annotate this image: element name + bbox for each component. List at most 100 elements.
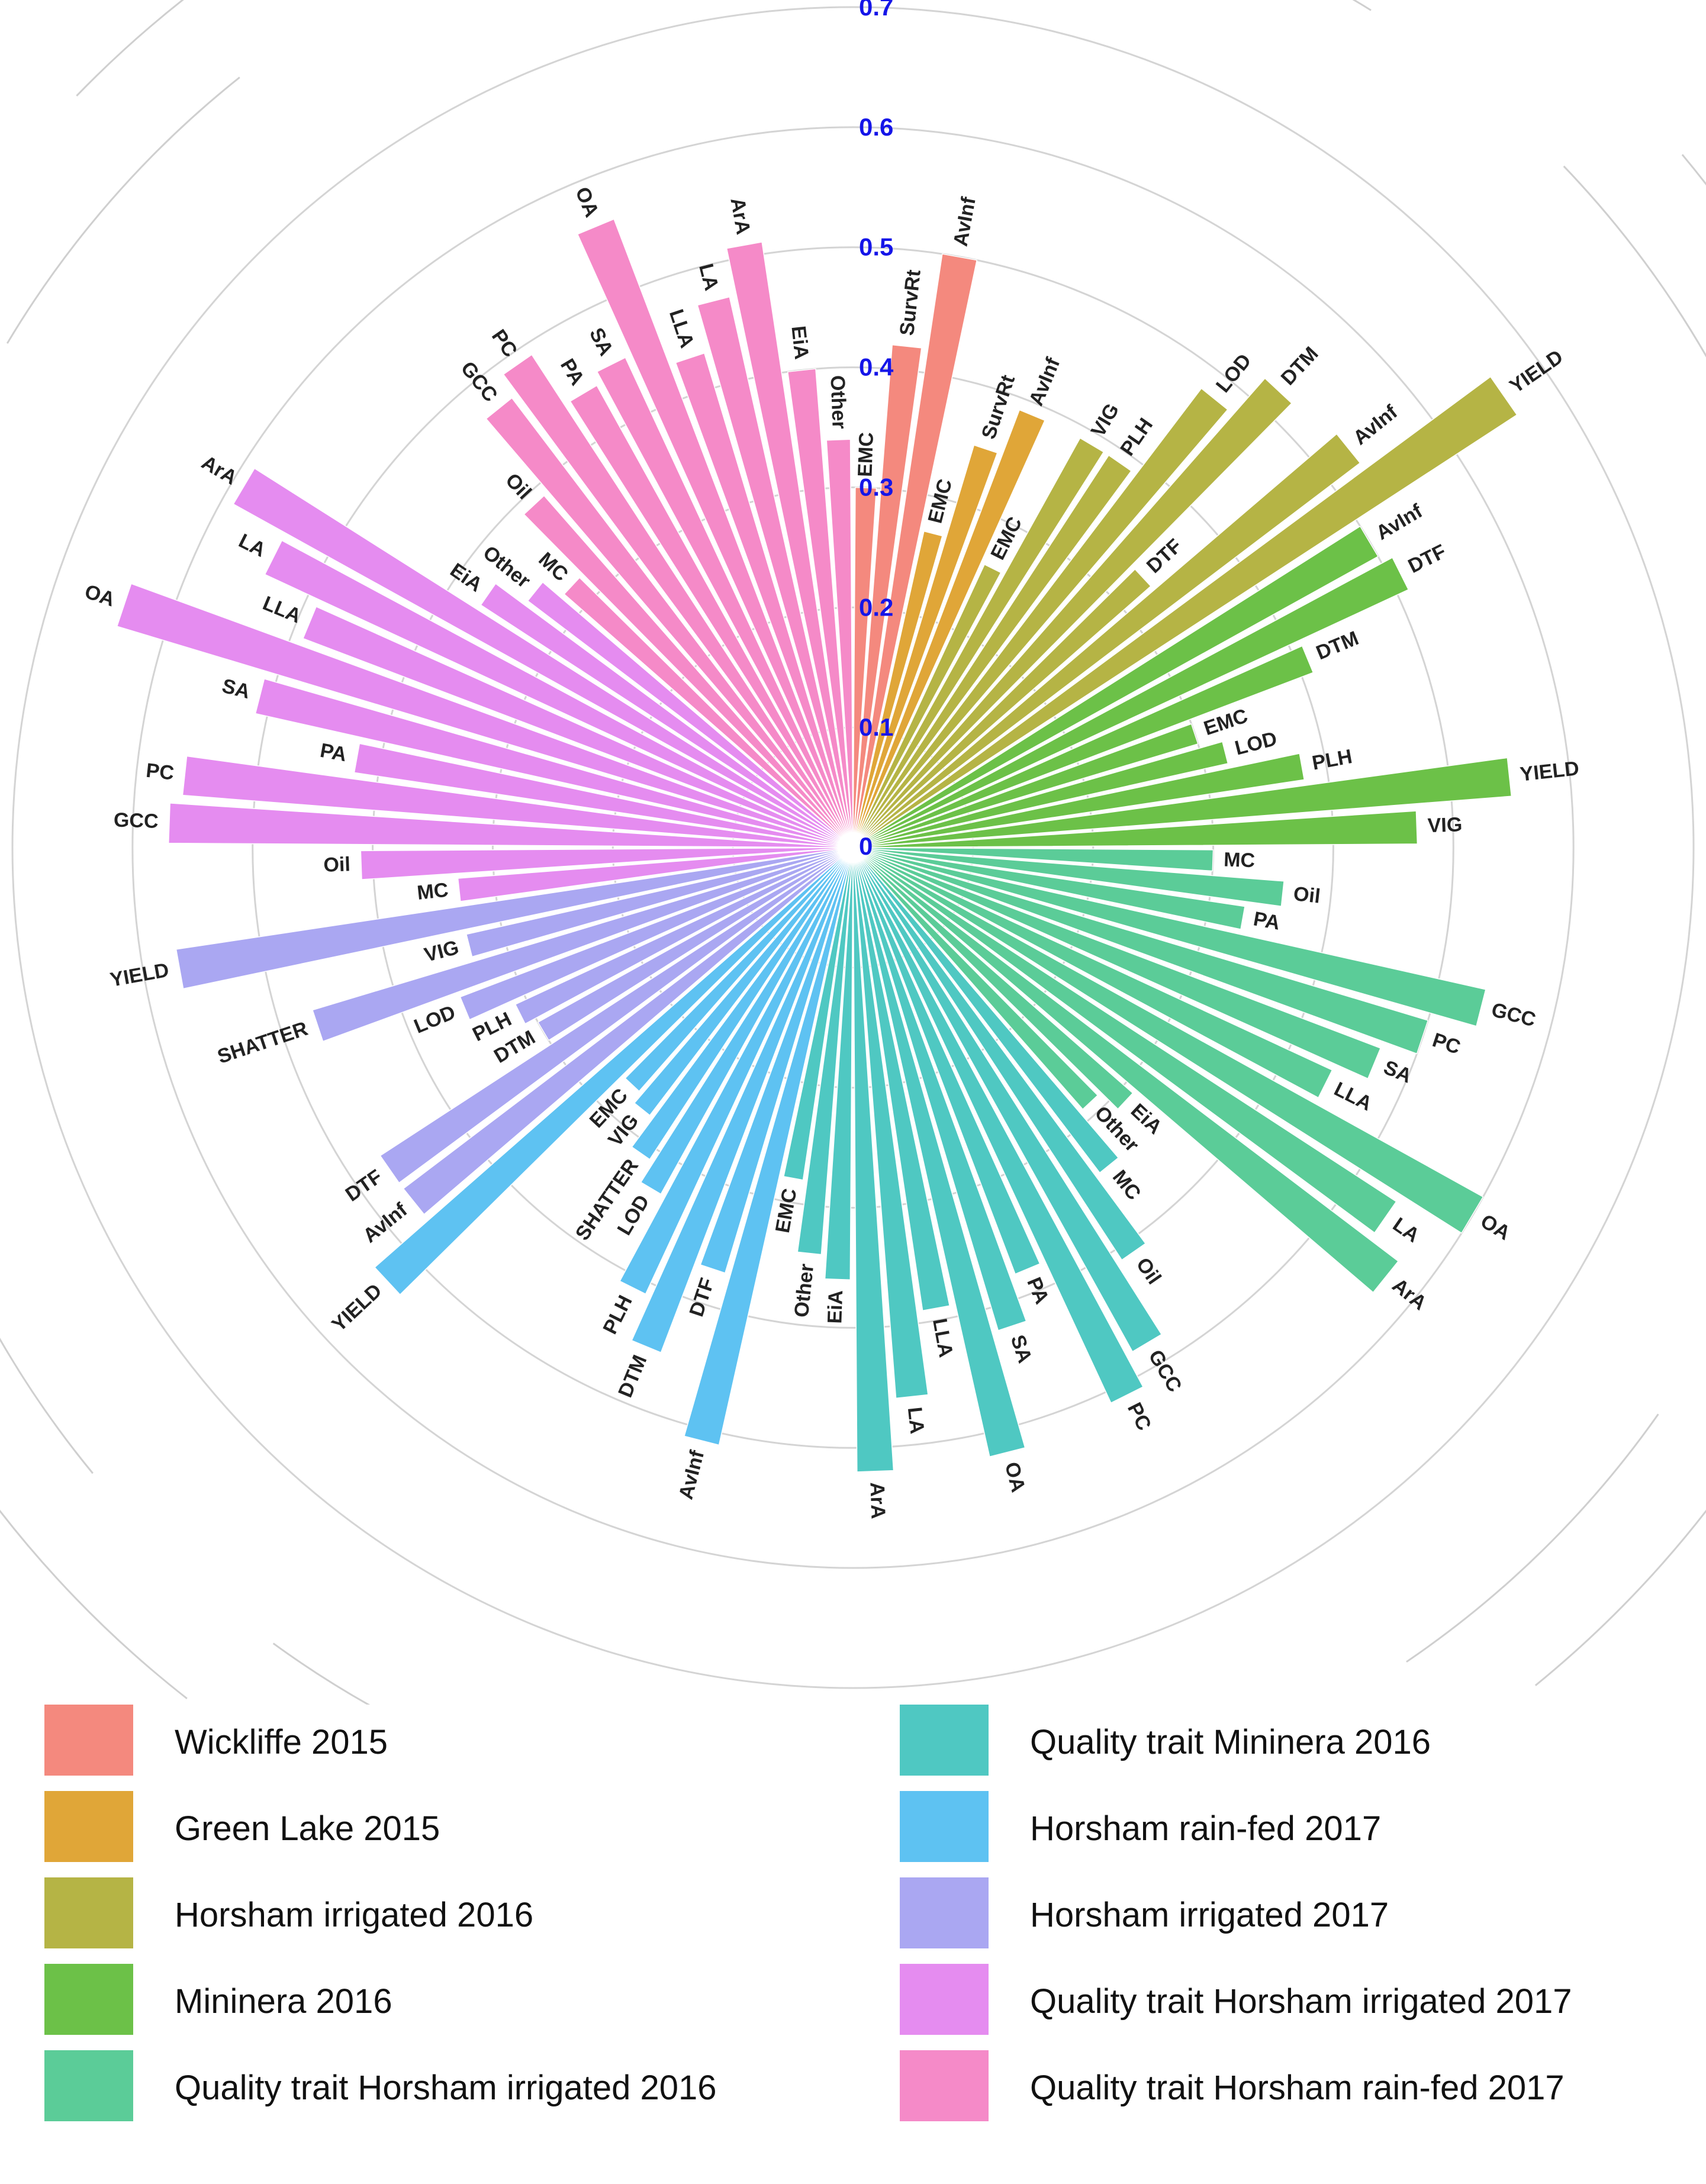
radial-tick-label: 0.6 (859, 113, 893, 141)
bar (852, 847, 1399, 1293)
bar (403, 847, 854, 1215)
gridline-circle (11, 6, 1695, 1689)
bar (852, 753, 1305, 848)
bar (852, 344, 922, 848)
bar-label: YIELD (108, 959, 170, 991)
bar (852, 437, 1105, 848)
bar (852, 563, 1002, 848)
bar-label: VIG (1427, 813, 1463, 837)
bar (852, 847, 1027, 1331)
bar-label: PA (556, 355, 588, 389)
bar-label: OA (82, 580, 117, 611)
bar (852, 847, 1134, 1110)
bar (783, 847, 854, 1181)
legend-swatch (44, 2050, 133, 2121)
bar-label: SurvRt (896, 269, 925, 337)
bar (852, 847, 929, 1399)
bar (852, 847, 1026, 1458)
bar-label: LLA (1331, 1078, 1376, 1116)
bar-label: OA (1477, 1210, 1514, 1245)
legend-label: Quality trait Horsham rain-fed 2017 (1030, 2069, 1565, 2107)
bar-label: SA (220, 675, 252, 704)
bar (625, 847, 854, 1092)
bar (852, 409, 1046, 848)
bar (852, 847, 1041, 1275)
radial-tick-label: 0.3 (859, 473, 893, 501)
bar-label: GCC (1489, 998, 1538, 1032)
bars (116, 218, 1518, 1473)
gridline-circle (491, 486, 1215, 1209)
legend-swatch (900, 1705, 989, 1776)
bar (182, 755, 854, 848)
radial-tick-label: 0.4 (859, 353, 894, 381)
legend-label: Horsham rain-fed 2017 (1030, 1809, 1382, 1848)
legend-label: Horsham irrigated 2017 (1030, 1896, 1389, 1934)
bar-label: Other (479, 542, 535, 592)
bar-label: PC (487, 326, 522, 361)
bar-label: LLA (928, 1317, 957, 1360)
bar-label: ArA (865, 1481, 889, 1519)
bar (852, 847, 951, 1312)
legend-swatch (900, 1877, 989, 1948)
bar-label: AvInf (1372, 500, 1427, 545)
bar-label: AvInf (1349, 401, 1402, 450)
bar (255, 678, 854, 848)
legend-swatch (44, 1964, 133, 2035)
bar-label: OA (1000, 1460, 1029, 1494)
bar (633, 847, 854, 1116)
legend-swatch (900, 1791, 989, 1862)
bar-label: VIG (1087, 400, 1124, 441)
legend-swatch (44, 1791, 133, 1862)
legend-swatch (900, 2050, 989, 2121)
bar (852, 847, 1147, 1261)
legend-label: Quality trait Horsham irrigated 2017 (1030, 1982, 1572, 2021)
bar (353, 743, 854, 848)
bar (233, 468, 854, 848)
bar (523, 495, 854, 848)
bar (852, 847, 1486, 1027)
bar (374, 847, 854, 1296)
bar (852, 847, 1429, 1055)
bar (852, 847, 1163, 1352)
bar-label: PLH (1311, 745, 1354, 774)
bar-label: ArA (198, 451, 241, 489)
bar-label: LA (1389, 1213, 1424, 1247)
bar (797, 847, 854, 1255)
bar (852, 723, 1199, 848)
bar (360, 847, 854, 880)
bar-label: GCC (1144, 1346, 1186, 1396)
bar-label: MC (1108, 1166, 1145, 1204)
legend: Wickliffe 2015 Green Lake 2015 Horsham i… (0, 1705, 1706, 2166)
bar-label: AvInf (359, 1199, 412, 1248)
bar (852, 645, 1314, 848)
bar (852, 487, 877, 848)
bar (852, 847, 1245, 930)
bar (852, 847, 1099, 1110)
bar (852, 568, 1152, 848)
gridline-circle (611, 606, 1095, 1089)
bar (640, 847, 854, 1195)
bar (631, 847, 854, 1160)
bar (311, 847, 854, 1042)
bar (485, 397, 854, 848)
bar-label: ArA (726, 196, 754, 236)
bar (852, 378, 1293, 848)
gridline-circle (131, 126, 1575, 1569)
bar (852, 376, 1518, 848)
legend-label: Green Lake 2015 (175, 1809, 440, 1848)
bar-label: EiA (823, 1290, 847, 1324)
bar (826, 439, 854, 848)
legend-label: Wickliffe 2015 (175, 1723, 388, 1761)
bar-label: LA (235, 530, 269, 562)
bar (852, 810, 1418, 848)
radial-axis-ticks: 0 0.1 0.2 0.3 0.4 0.5 0.6 0.7 (859, 0, 894, 860)
bar-label: AvInf (675, 1448, 709, 1502)
bar (631, 847, 854, 1354)
bar (527, 581, 854, 848)
gridline-circle (252, 246, 1454, 1449)
legend-label: Quality trait Horsham irrigated 2016 (175, 2069, 717, 2107)
legend-label: Horsham irrigated 2016 (175, 1896, 534, 1934)
radial-tick-label: 0.5 (859, 233, 893, 261)
bar (596, 357, 854, 848)
